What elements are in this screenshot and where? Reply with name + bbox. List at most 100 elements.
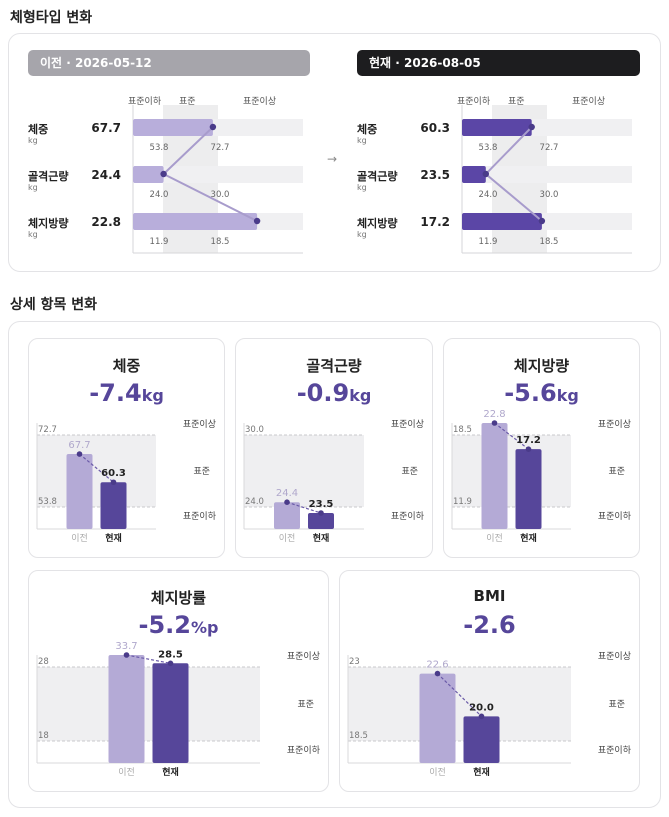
point-before	[76, 451, 83, 457]
zone-below-label: 표준이하	[598, 745, 632, 756]
metric-high-label: 72.7	[211, 143, 230, 153]
card-title: 체지방량	[513, 357, 570, 375]
metric-bar	[462, 166, 486, 183]
point-before	[434, 670, 441, 677]
x-label-now: 현재	[473, 766, 490, 778]
before-bodytype-svg: 53.8 72.7 24.0 30.0 11.9 18.5	[132, 105, 303, 254]
zone-standard-label: 표준	[193, 466, 210, 477]
zone-above-label: 표준이상	[183, 419, 216, 430]
card-delta: -2.6	[340, 611, 639, 639]
standard-band	[244, 435, 364, 507]
value-label-now: 60.3	[101, 468, 126, 479]
bar-before	[419, 673, 456, 763]
bodytype-section-title: 체형타입 변화	[10, 10, 93, 26]
low-tick-label: 11.9	[453, 497, 472, 507]
card-delta: -7.4kg	[29, 379, 224, 407]
bar-now	[308, 513, 334, 529]
bar-now	[100, 482, 127, 529]
low-tick-label: 53.8	[38, 497, 57, 507]
zone-below-label: 표준이하	[598, 511, 632, 522]
card-delta: -5.6kg	[444, 379, 639, 407]
trend-line	[286, 501, 322, 514]
value-label-before: 22.6	[426, 660, 448, 671]
trend-line	[79, 453, 114, 483]
zone-below-label: 표준이하	[391, 511, 425, 522]
value-label-now: 17.2	[516, 435, 541, 446]
metric-high-label: 72.7	[540, 143, 559, 153]
profile-point	[209, 123, 217, 131]
point-before	[284, 499, 290, 505]
axis-label-above: 표준이상	[572, 97, 606, 107]
detail-card: 체지방량 -5.6kg 18.5 11.9 표준이상 표준 표준이하 22.8 17.2 이전 현재	[443, 338, 640, 558]
metric-label: 골격근량	[357, 170, 398, 183]
low-tick-label: 18	[38, 731, 49, 741]
metric-label: 체지방량	[357, 217, 398, 230]
metric-bar	[462, 213, 542, 230]
zone-standard-label: 표준	[401, 466, 418, 477]
point-now	[167, 660, 174, 667]
bar-now	[463, 716, 500, 763]
metric-bar	[133, 213, 258, 230]
metric-high-label: 18.5	[211, 237, 230, 247]
high-tick-label: 30.0	[245, 425, 264, 435]
metric-label: 체지방량	[28, 217, 69, 230]
card-delta-value: -0.9	[296, 379, 350, 407]
now-bodytype-svg: 53.8 72.7 24.0 30.0 11.9 18.5	[461, 105, 632, 254]
point-now	[318, 510, 324, 516]
bar-before	[108, 655, 145, 763]
metric-low-label: 53.8	[479, 143, 498, 153]
bar-now	[515, 449, 542, 529]
zone-above-label: 표준이상	[598, 651, 631, 662]
metric-high-label: 18.5	[540, 237, 559, 247]
high-tick-label: 23	[349, 657, 360, 667]
card-title: 골격근량	[306, 357, 362, 375]
card-delta-value: -2.6	[463, 611, 516, 639]
metric-track	[462, 166, 632, 183]
x-label-now: 현재	[162, 766, 179, 778]
metric-value: 23.5	[420, 168, 450, 182]
card-delta-unit: %p	[191, 618, 219, 637]
card-delta: -5.2%p	[29, 611, 328, 639]
high-tick-label: 28	[38, 657, 49, 667]
standard-band	[452, 435, 571, 507]
zone-above-label: 표준이상	[391, 419, 424, 430]
zone-below-label: 표준이하	[287, 745, 321, 756]
axis-label-above: 표준이상	[243, 97, 277, 107]
x-label-before: 이전	[279, 533, 296, 544]
metric-low-label: 53.8	[150, 143, 169, 153]
metric-unit: kg	[357, 136, 367, 145]
card-delta-unit: kg	[349, 386, 372, 405]
now-date-pill: 현재 · 2026-08-05	[357, 50, 640, 76]
point-now	[478, 713, 485, 720]
value-label-before: 67.7	[68, 440, 90, 451]
metric-bar	[133, 166, 164, 183]
standard-band	[37, 667, 260, 741]
standard-band	[348, 667, 571, 741]
zone-standard-label: 표준	[297, 699, 314, 710]
trend-line	[437, 673, 482, 717]
x-label-before: 이전	[486, 533, 503, 544]
value-label-before: 22.8	[483, 409, 505, 420]
card-delta-unit: kg	[556, 386, 579, 405]
metric-unit: kg	[28, 136, 38, 145]
point-before	[491, 420, 498, 426]
value-label-now: 20.0	[469, 702, 494, 713]
metric-track	[133, 166, 303, 183]
axis-label-standard: 표준	[508, 97, 525, 107]
point-now	[525, 446, 532, 452]
metric-unit: kg	[28, 230, 38, 239]
metric-bar	[462, 119, 532, 136]
detail-section-title: 상세 항목 변화	[10, 297, 98, 313]
metric-value: 17.2	[420, 215, 450, 229]
point-before	[123, 652, 130, 658]
x-label-before: 이전	[429, 767, 446, 778]
value-label-before: 24.4	[276, 488, 298, 499]
metric-low-label: 24.0	[479, 190, 498, 200]
metric-high-label: 30.0	[211, 190, 230, 200]
zone-above-label: 표준이상	[598, 419, 631, 430]
metric-value: 60.3	[420, 121, 450, 135]
metric-unit: kg	[357, 230, 367, 239]
value-label-now: 23.5	[309, 499, 334, 510]
